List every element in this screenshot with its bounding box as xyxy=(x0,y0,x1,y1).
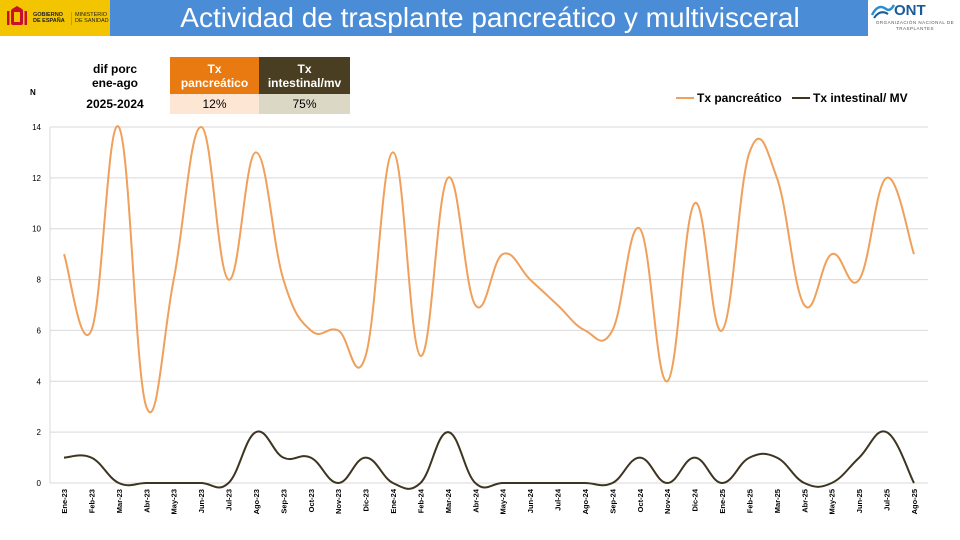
x-tick-label: Sep-23 xyxy=(279,489,288,514)
x-tick-label: Jul-24 xyxy=(554,488,563,511)
pancreas-header-line2: pancreático xyxy=(180,75,249,90)
x-tick-label: Feb-23 xyxy=(87,489,96,513)
x-tick-label: Mar-25 xyxy=(773,489,782,513)
ont-fullname: ORGANIZACIÓN NACIONAL DE TRASPLANTES xyxy=(875,20,955,31)
x-tick-label: May-25 xyxy=(828,489,837,514)
chart-gridlines xyxy=(49,126,928,484)
x-tick-label: Feb-24 xyxy=(416,488,425,513)
x-tick-label: Abr-25 xyxy=(800,489,809,513)
diff-label-line2: ene-ago xyxy=(91,75,138,90)
x-tick-label: Ene-25 xyxy=(718,489,727,514)
legend-label-intestinal: Tx intestinal/ MV xyxy=(813,91,908,105)
chart-series xyxy=(63,125,915,490)
diff-label-line1: dif porc xyxy=(93,61,137,76)
x-tick-label: Ago-25 xyxy=(910,489,919,514)
x-tick-label: Mar-23 xyxy=(115,489,124,513)
series-line-intestinal xyxy=(63,430,915,490)
x-tick-label: Jul-25 xyxy=(883,489,892,511)
x-tick-label: Oct-24 xyxy=(636,488,645,512)
x-tick-label: Jun-24 xyxy=(526,488,535,513)
x-tick-label: May-23 xyxy=(170,489,179,514)
y-tick-label: 10 xyxy=(32,225,41,234)
x-tick-label: Dic-24 xyxy=(691,488,700,511)
x-tick-label: Nov-23 xyxy=(334,489,343,514)
x-tick-label: Jul-23 xyxy=(225,489,234,511)
x-tick-label: Dic-23 xyxy=(362,489,371,512)
page-title: Actividad de trasplante pancreático y mu… xyxy=(180,2,800,33)
y-tick-label: 8 xyxy=(37,276,42,285)
diff-label-cell: dif porc ene-ago xyxy=(60,57,170,94)
y-tick-label: 4 xyxy=(37,377,42,386)
y-tick-label: 2 xyxy=(37,428,42,437)
y-tick-label: 6 xyxy=(37,326,42,335)
x-tick-label: Sep-24 xyxy=(608,488,617,513)
pancreas-column-header: Tx pancreático xyxy=(170,57,259,94)
y-tick-label: 14 xyxy=(32,123,41,132)
y-axis-ticks: 0 2 4 6 8 10 12 14 xyxy=(32,123,41,488)
ont-logo: ONT ORGANIZACIÓN NACIONAL DE TRASPLANTES xyxy=(868,0,960,36)
x-tick-label: Mar-24 xyxy=(444,488,453,513)
chart-legend: Tx pancreático Tx intestinal/ MV xyxy=(676,91,908,105)
x-tick-label: Oct-23 xyxy=(307,489,316,512)
x-tick-label: Abr-24 xyxy=(471,488,480,513)
government-label: GOBIERNO DE ESPAÑA xyxy=(33,11,65,25)
ont-emblem-icon xyxy=(870,4,896,19)
pancreas-header-line1: Tx xyxy=(207,61,222,76)
intestinal-column-header: Tx intestinal/mv xyxy=(259,57,350,94)
intestinal-diff-value: 75% xyxy=(259,94,350,114)
coat-of-arms-icon xyxy=(5,5,29,31)
period-label: 2025-2024 xyxy=(86,97,144,111)
ont-name: ONT xyxy=(894,2,926,19)
series-line-pancreas xyxy=(63,125,915,414)
legend-label-pancreas: Tx pancreático xyxy=(697,91,782,105)
intestinal-header-line1: Tx xyxy=(297,61,312,76)
y-tick-label: 0 xyxy=(37,479,42,488)
header-bar: GOBIERNO DE ESPAÑA MINISTERIO DE SANIDAD… xyxy=(0,0,960,36)
x-axis-ticks: Ene-23 Feb-23 Mar-23 Abr-23 May-23 Jun-23 Jul-… xyxy=(60,488,919,514)
y-axis-label: N xyxy=(30,88,36,97)
x-tick-label: Ago-23 xyxy=(252,489,261,514)
x-tick-label: Jun-25 xyxy=(855,489,864,513)
ministry-label: MINISTERIO DE SANIDAD xyxy=(71,11,109,25)
intestinal-header-line2: intestinal/mv xyxy=(267,75,342,90)
x-tick-label: Feb-25 xyxy=(745,489,754,513)
x-tick-label: May-24 xyxy=(499,488,508,514)
x-tick-label: Abr-23 xyxy=(142,489,151,513)
government-logo: GOBIERNO DE ESPAÑA MINISTERIO DE SANIDAD xyxy=(0,0,110,36)
x-tick-label: Nov-24 xyxy=(663,488,672,514)
y-tick-label: 12 xyxy=(32,174,41,183)
x-tick-label: Jun-23 xyxy=(197,489,206,513)
x-tick-label: Ago-24 xyxy=(581,488,590,514)
difference-table: dif porc ene-ago Tx pancreático Tx intes… xyxy=(60,57,350,114)
pancreas-diff-value: 12% xyxy=(170,94,259,114)
x-tick-label: Ene-23 xyxy=(60,489,69,514)
x-tick-label: Ene-24 xyxy=(389,488,398,513)
